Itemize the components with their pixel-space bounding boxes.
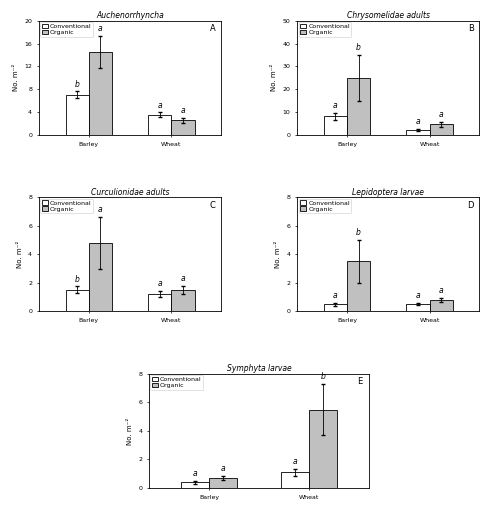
Bar: [209, 478, 237, 488]
Text: A: A: [209, 24, 215, 33]
Text: a: a: [157, 101, 162, 110]
Legend: Conventional, Organic: Conventional, Organic: [41, 199, 93, 213]
Bar: [171, 290, 194, 311]
Legend: Conventional, Organic: Conventional, Organic: [298, 199, 351, 213]
Bar: [406, 130, 429, 135]
Text: a: a: [415, 291, 420, 300]
Title: Chrysomelidae adults: Chrysomelidae adults: [346, 11, 429, 20]
Text: E: E: [357, 377, 362, 386]
Bar: [323, 304, 346, 311]
Legend: Conventional, Organic: Conventional, Organic: [41, 22, 93, 37]
Legend: Conventional, Organic: Conventional, Organic: [298, 22, 351, 37]
Bar: [88, 243, 112, 311]
Text: b: b: [320, 372, 325, 381]
Text: B: B: [467, 24, 473, 33]
Bar: [65, 95, 88, 135]
Text: a: a: [180, 106, 185, 115]
Text: a: a: [98, 24, 102, 33]
Bar: [308, 409, 337, 488]
Bar: [323, 116, 346, 135]
Text: a: a: [438, 286, 443, 295]
Text: a: a: [180, 274, 185, 283]
Bar: [88, 52, 112, 135]
Text: a: a: [292, 457, 297, 466]
Bar: [429, 300, 452, 311]
Text: C: C: [209, 201, 215, 210]
Text: a: a: [415, 117, 420, 126]
Text: a: a: [221, 464, 225, 473]
Bar: [346, 262, 369, 311]
Bar: [346, 78, 369, 135]
Title: Symphyta larvae: Symphyta larvae: [226, 364, 291, 373]
Text: b: b: [75, 275, 80, 283]
Text: a: a: [157, 280, 162, 289]
Bar: [406, 304, 429, 311]
Title: Curculionidae adults: Curculionidae adults: [91, 187, 169, 197]
Text: b: b: [75, 79, 80, 89]
Text: a: a: [332, 101, 337, 110]
Text: a: a: [438, 111, 443, 119]
Bar: [171, 120, 194, 135]
Title: Auchenorrhyncha: Auchenorrhyncha: [96, 11, 163, 20]
Text: b: b: [355, 43, 360, 52]
Legend: Conventional, Organic: Conventional, Organic: [150, 375, 203, 390]
Y-axis label: No. m⁻²: No. m⁻²: [17, 241, 22, 268]
Bar: [181, 482, 209, 488]
Bar: [148, 115, 171, 135]
Text: a: a: [192, 469, 197, 478]
Title: Lepidoptera larvae: Lepidoptera larvae: [351, 187, 424, 197]
Bar: [429, 125, 452, 135]
Text: D: D: [467, 201, 473, 210]
Bar: [65, 290, 88, 311]
Bar: [148, 294, 171, 311]
Y-axis label: No. m⁻²: No. m⁻²: [126, 417, 132, 444]
Y-axis label: No. m⁻²: No. m⁻²: [274, 241, 280, 268]
Text: a: a: [98, 206, 102, 214]
Y-axis label: No. m⁻²: No. m⁻²: [13, 64, 19, 91]
Bar: [281, 472, 308, 488]
Text: a: a: [332, 291, 337, 300]
Y-axis label: No. m⁻²: No. m⁻²: [270, 64, 276, 91]
Text: b: b: [355, 228, 360, 237]
